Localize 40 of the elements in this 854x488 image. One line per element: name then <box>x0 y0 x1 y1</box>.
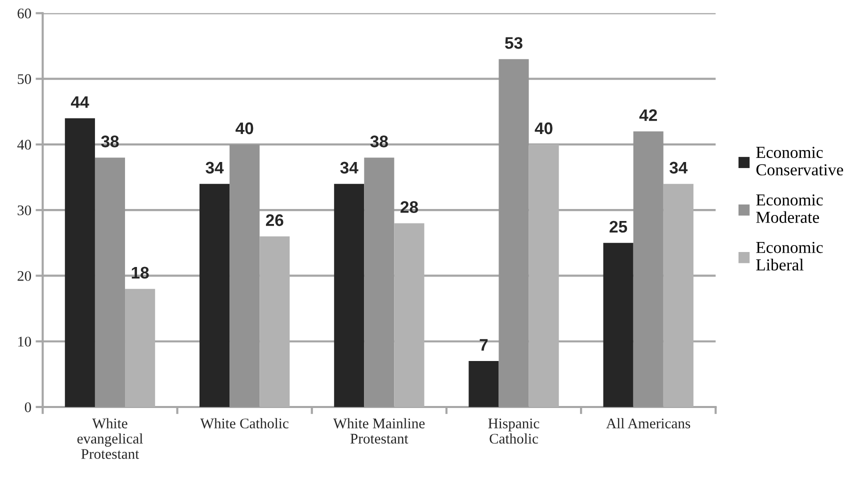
y-tick-label: 20 <box>18 271 32 281</box>
data-label: 34 <box>670 162 688 174</box>
x-tick-label: White evangelical Protestant <box>77 418 143 459</box>
data-label: 53 <box>505 37 522 49</box>
y-tick-label: 60 <box>18 8 32 18</box>
bar <box>64 118 95 407</box>
bar <box>498 59 529 407</box>
bar <box>334 184 364 407</box>
x-tick-label: White Mainline Protestant <box>333 418 425 444</box>
y-tick-label: 30 <box>18 205 32 216</box>
data-label: 25 <box>610 220 628 233</box>
data-label: 34 <box>206 162 224 174</box>
bar <box>468 361 499 407</box>
y-tick-label: 50 <box>18 74 32 84</box>
data-label: 7 <box>480 339 488 351</box>
bar <box>364 158 394 407</box>
data-label: 42 <box>639 109 657 121</box>
legend-label: Economic Conservative <box>756 146 844 176</box>
data-label: 28 <box>400 201 418 213</box>
x-tick-label: White Catholic <box>200 418 288 428</box>
bar <box>230 144 260 407</box>
data-label: 38 <box>370 136 388 148</box>
bar <box>633 131 664 407</box>
data-label: 40 <box>534 122 552 134</box>
bar <box>603 242 634 407</box>
data-label: 34 <box>340 162 358 174</box>
y-tick-label: 40 <box>17 140 32 150</box>
data-label: 26 <box>266 214 284 226</box>
x-tick-label: Hispanic Catholic <box>488 418 540 444</box>
legend-label: Economic Liberal <box>756 242 823 271</box>
x-tick-label: All Americans <box>606 418 690 428</box>
legend-label: Economic Moderate <box>756 194 823 223</box>
bar <box>200 184 230 407</box>
data-label: 18 <box>132 266 149 279</box>
y-tick-label: 10 <box>18 336 32 347</box>
y-tick-label: 0 <box>24 402 32 412</box>
bar <box>94 158 126 407</box>
data-label: 38 <box>101 136 119 148</box>
data-label: 40 <box>236 122 254 134</box>
data-label: 44 <box>70 96 90 108</box>
